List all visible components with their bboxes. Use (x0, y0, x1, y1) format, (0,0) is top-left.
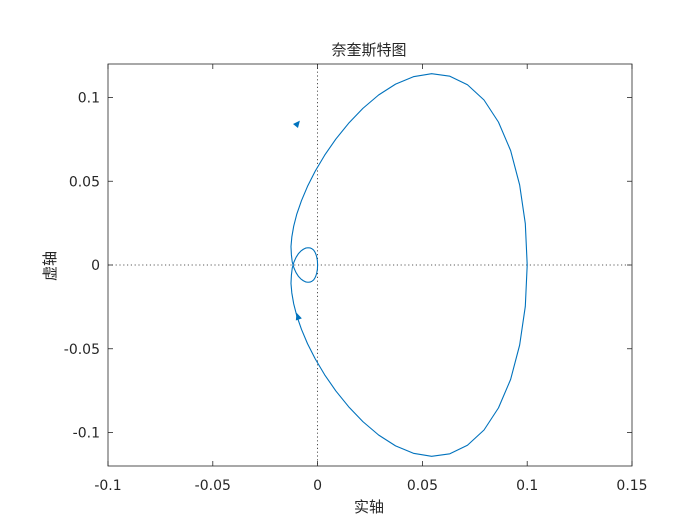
direction-arrow-bottom (295, 312, 302, 321)
x-axis-label: 实轴 (354, 498, 384, 516)
nyquist-curve-negative-branch (290, 247, 528, 457)
y-tick-label: -0.1 (73, 426, 100, 442)
y-tick-label: -0.05 (64, 342, 100, 358)
y-tick-label: 0.1 (78, 91, 100, 107)
y-tick-label: 0.05 (69, 174, 100, 190)
x-tick-label: 0.15 (616, 478, 647, 494)
y-tick-label: 0 (91, 258, 100, 274)
x-tick-label: 0.1 (516, 478, 538, 494)
chart-title: 奈奎斯特图 (331, 41, 406, 59)
x-tick-label: -0.05 (195, 478, 231, 494)
x-tick-label: -0.1 (94, 478, 121, 494)
x-tick-label: 0.05 (407, 478, 438, 494)
nyquist-curve-positive-branch (290, 73, 528, 283)
x-tick-label: 0 (313, 478, 322, 494)
plot-area: -0.1 -0.05 0 0.05 0.1 0.15 -0.1 -0.05 0 0.05 0.1 (64, 63, 648, 494)
y-axis-label: 虚轴 (41, 251, 59, 281)
direction-arrow-top (293, 120, 300, 129)
